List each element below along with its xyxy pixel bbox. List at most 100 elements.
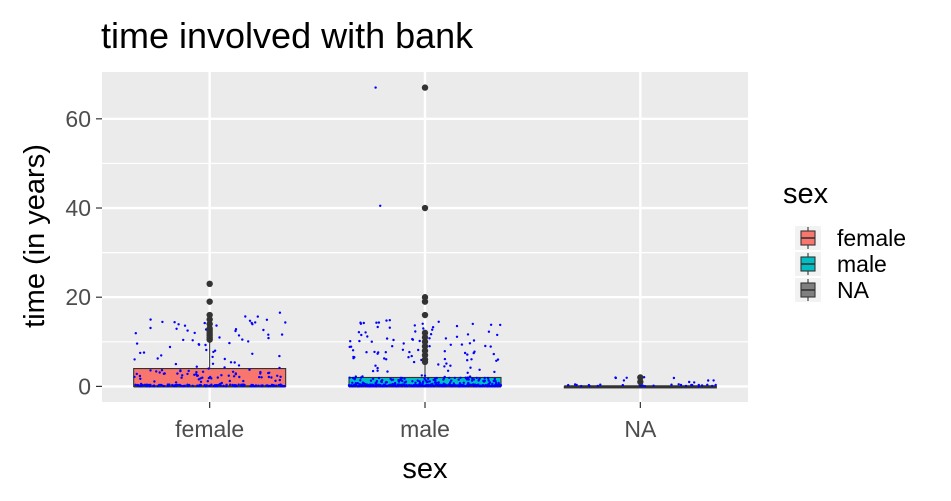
jitter-point: [466, 376, 470, 379]
jitter-point: [149, 369, 152, 372]
outlier-point: [421, 343, 429, 350]
jitter-point: [458, 383, 461, 387]
jitter-point: [434, 377, 437, 380]
jitter-point: [213, 349, 217, 352]
jitter-point: [469, 366, 472, 369]
jitter-point: [625, 376, 628, 379]
jitter-point: [442, 382, 445, 385]
jitter-point: [359, 379, 362, 382]
jitter-point: [444, 337, 448, 340]
y-tick-label: 40: [65, 195, 91, 221]
jitter-point: [173, 321, 176, 324]
jitter-point: [385, 319, 388, 322]
jitter-point: [488, 384, 491, 388]
jitter-point: [145, 384, 148, 388]
jitter-point: [139, 377, 142, 380]
jitter-point: [370, 340, 373, 343]
jitter-point: [186, 372, 189, 376]
jitter-point: [251, 323, 254, 326]
jitter-point: [433, 384, 436, 387]
legend-label-male: male: [837, 251, 887, 277]
y-tick-label: 0: [78, 373, 91, 399]
jitter-point: [179, 369, 182, 372]
jitter-point: [270, 376, 273, 379]
jitter-point: [425, 380, 429, 384]
jitter-point: [413, 324, 416, 327]
jitter-point: [212, 350, 215, 354]
jitter-point: [279, 375, 282, 378]
jitter-point: [431, 326, 435, 329]
jitter-point: [133, 375, 136, 379]
jitter-point: [223, 357, 226, 361]
jitter-point: [406, 385, 409, 388]
jitter-point: [469, 383, 472, 387]
jitter-point: [387, 384, 390, 387]
jitter-point: [141, 384, 144, 387]
jitter-point: [688, 380, 691, 384]
jitter-point: [426, 384, 429, 388]
jitter-point: [385, 385, 388, 388]
jitter-point: [388, 326, 391, 329]
jitter-point: [459, 376, 462, 379]
jitter-point: [463, 384, 466, 388]
jitter-point: [368, 383, 371, 386]
jitter-point: [396, 383, 399, 386]
jitter-point: [373, 350, 376, 354]
jitter-point: [429, 333, 433, 336]
outlier-point: [421, 329, 429, 337]
jitter-point: [672, 376, 676, 380]
jitter-point: [690, 383, 693, 387]
jitter-point: [211, 362, 215, 365]
jitter-point: [231, 383, 234, 387]
jitter-point: [397, 380, 401, 383]
jitter-point: [228, 341, 231, 345]
jitter-point: [379, 380, 383, 383]
jitter-point: [429, 383, 433, 386]
jitter-point: [389, 384, 393, 387]
outlier-point: [206, 311, 213, 319]
jitter-point: [156, 357, 159, 360]
outlier-point: [421, 204, 429, 212]
jitter-point: [643, 385, 647, 388]
jitter-point: [392, 338, 395, 342]
jitter-point: [445, 362, 448, 365]
jitter-point: [349, 345, 353, 348]
jitter-point: [377, 321, 381, 324]
jitter-point: [244, 315, 247, 318]
jitter-point: [622, 379, 626, 382]
jitter-point: [208, 384, 211, 387]
jitter-point: [203, 321, 206, 325]
jitter-point: [354, 382, 357, 385]
jitter-point: [207, 376, 211, 380]
jitter-point: [487, 330, 491, 333]
jitter-point: [234, 328, 238, 331]
jitter-point: [237, 334, 241, 337]
outlier-point: [421, 347, 429, 354]
jitter-point: [204, 343, 207, 347]
jitter-point: [410, 384, 413, 388]
jitter-point: [168, 345, 172, 349]
jitter-point: [237, 364, 241, 367]
legend-label-female: female: [837, 225, 906, 251]
jitter-point: [448, 376, 451, 380]
jitter-point: [463, 351, 467, 355]
jitter-point: [215, 324, 218, 327]
jitter-point: [422, 384, 425, 388]
jitter-point: [193, 373, 196, 376]
jitter-point: [237, 383, 240, 386]
jitter-point: [407, 356, 410, 359]
jitter-point: [470, 379, 474, 382]
jitter-point: [437, 363, 440, 366]
jitter-point: [232, 375, 236, 378]
jitter-point: [483, 376, 486, 380]
jitter-point: [400, 378, 403, 382]
jitter-point: [171, 384, 174, 387]
jitter-point: [388, 319, 391, 322]
jitter-point: [163, 372, 166, 375]
jitter-point: [447, 384, 451, 387]
jitter-point: [265, 318, 269, 321]
jitter-point: [228, 379, 231, 383]
jitter-point: [278, 366, 281, 370]
jitter-point: [670, 383, 673, 386]
